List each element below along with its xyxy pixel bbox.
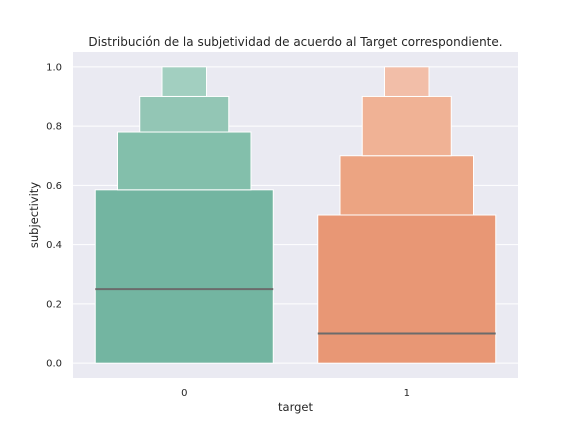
chart-title: Distribución de la subjetividad de acuer… <box>88 35 502 49</box>
y-axis-ticks: 0.0 0.2 0.4 0.6 0.8 1.0 <box>46 62 62 369</box>
boxen-level-1-0 <box>317 214 497 364</box>
boxen-level-0-3 <box>161 66 207 97</box>
y-tick-label: 0.8 <box>46 122 62 133</box>
boxen-level-1-1 <box>339 155 474 216</box>
y-tick-label: 0.4 <box>46 240 62 251</box>
y-axis-label: subjectivity <box>27 182 41 248</box>
x-tick-label: 1 <box>404 388 410 399</box>
y-tick-label: 1.0 <box>46 62 62 73</box>
y-tick-label: 0.6 <box>46 181 62 192</box>
boxen-level-0-1 <box>117 131 252 191</box>
boxen-plot <box>94 66 497 364</box>
y-tick-label: 0.0 <box>46 359 62 370</box>
boxen-level-1-3 <box>384 66 430 97</box>
boxen-level-1-2 <box>361 95 452 157</box>
x-tick-label: 0 <box>181 388 187 399</box>
boxen-level-0-0 <box>94 189 274 364</box>
x-axis-label: target <box>278 400 313 414</box>
y-tick-label: 0.2 <box>46 299 62 310</box>
boxen-level-0-2 <box>139 95 230 133</box>
